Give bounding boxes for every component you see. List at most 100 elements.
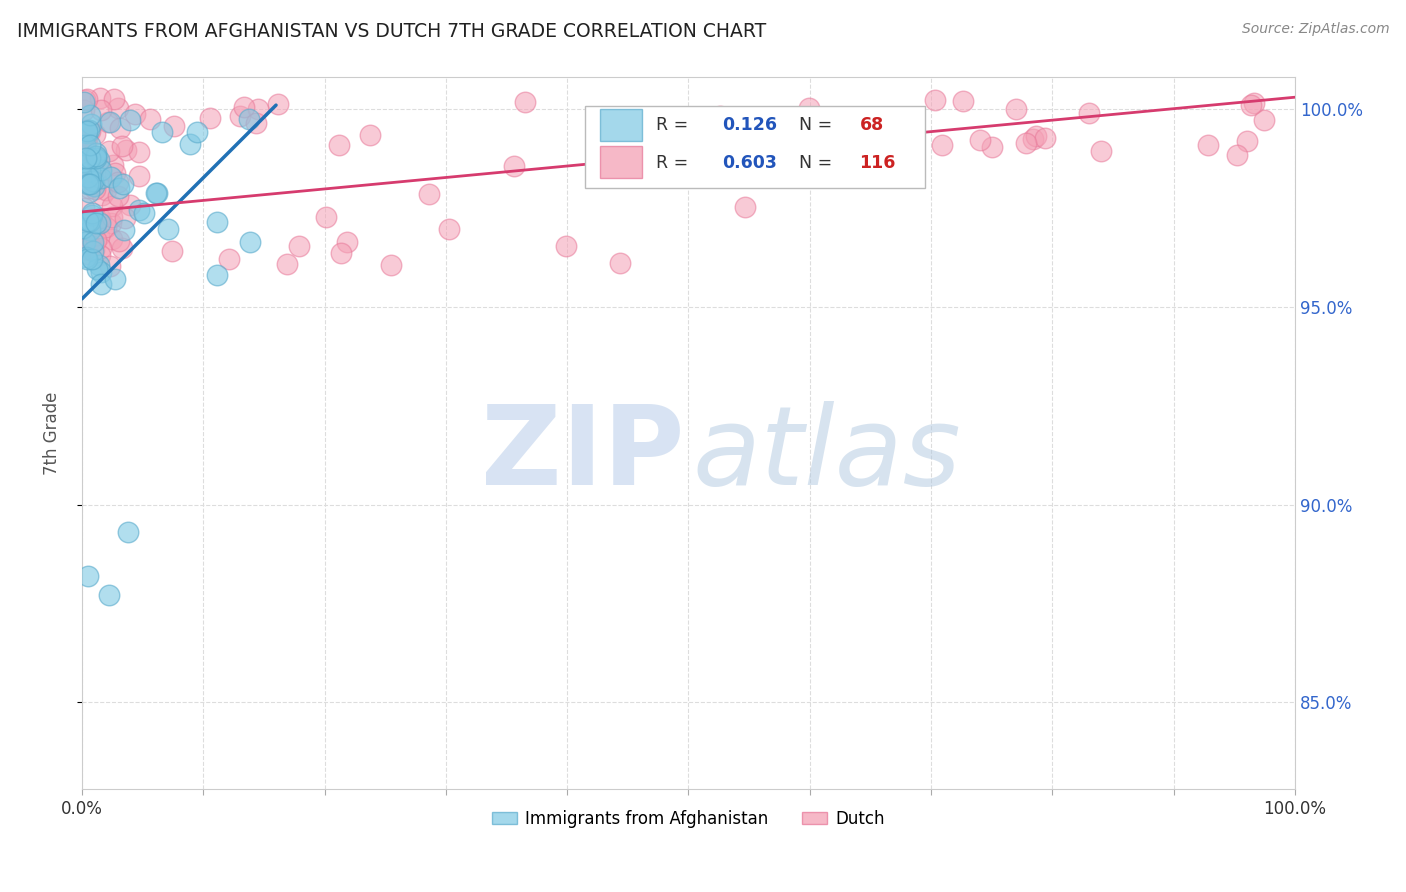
- Point: [79, 177, 101, 191]
- Point: [200, 112, 222, 126]
- Text: IMMIGRANTS FROM AFGHANISTAN VS DUTCH 7TH GRADE CORRELATION CHART: IMMIGRANTS FROM AFGHANISTAN VS DUTCH 7TH…: [17, 22, 766, 41]
- Point: [107, 181, 129, 195]
- Y-axis label: 7th Grade: 7th Grade: [44, 392, 60, 475]
- Point: [94, 183, 117, 197]
- Point: [100, 232, 122, 246]
- Point: [111, 241, 134, 255]
- Point: [75, 168, 97, 182]
- Point: [101, 158, 124, 172]
- Point: [229, 109, 252, 123]
- Point: [77, 247, 100, 261]
- Point: [101, 199, 124, 213]
- Point: [111, 139, 134, 153]
- Bar: [600, 109, 643, 141]
- Point: [76, 123, 98, 137]
- Point: [90, 103, 112, 117]
- Point: [1078, 105, 1101, 120]
- Point: [1240, 97, 1263, 112]
- Point: [84, 145, 107, 160]
- Point: [969, 133, 991, 147]
- Point: [1253, 113, 1275, 128]
- Point: [73, 148, 96, 162]
- Legend: Immigrants from Afghanistan, Dutch: Immigrants from Afghanistan, Dutch: [485, 803, 891, 834]
- Point: [814, 131, 837, 145]
- Point: [101, 210, 124, 224]
- Point: [86, 151, 108, 165]
- Point: [118, 197, 141, 211]
- Point: [1243, 96, 1265, 111]
- Point: [100, 216, 122, 230]
- Point: [267, 97, 290, 112]
- Text: N =: N =: [799, 116, 838, 134]
- Point: [288, 239, 311, 253]
- Point: [72, 137, 94, 152]
- Point: [103, 272, 125, 286]
- Point: [73, 242, 96, 256]
- Point: [90, 163, 112, 178]
- Point: [100, 169, 122, 184]
- Point: [276, 257, 298, 271]
- Point: [97, 114, 120, 128]
- Point: [128, 169, 150, 183]
- Point: [952, 94, 974, 108]
- Point: [359, 128, 381, 142]
- Point: [315, 211, 337, 225]
- Point: [75, 135, 97, 149]
- Point: [89, 161, 111, 175]
- Point: [797, 102, 820, 116]
- Point: [76, 214, 98, 228]
- Point: [79, 138, 101, 153]
- Point: [89, 211, 111, 225]
- Point: [72, 220, 94, 235]
- Point: [73, 162, 96, 177]
- Point: [79, 213, 101, 227]
- Text: N =: N =: [799, 153, 838, 171]
- Point: [79, 223, 101, 237]
- Point: [146, 186, 169, 200]
- Point: [160, 244, 183, 258]
- Text: ZIP: ZIP: [481, 401, 685, 508]
- Point: [380, 258, 402, 272]
- Point: [336, 235, 359, 249]
- Point: [82, 206, 104, 220]
- Point: [84, 216, 107, 230]
- Point: [114, 211, 136, 225]
- Point: [1236, 135, 1258, 149]
- Point: [609, 256, 631, 270]
- Point: [103, 92, 125, 106]
- Bar: [600, 146, 643, 178]
- Point: [107, 101, 129, 115]
- Point: [90, 171, 112, 186]
- Point: [77, 185, 100, 199]
- Point: [418, 187, 440, 202]
- Point: [108, 120, 131, 135]
- Point: [82, 235, 104, 250]
- FancyBboxPatch shape: [585, 106, 925, 187]
- Point: [79, 124, 101, 138]
- Point: [89, 258, 111, 272]
- Point: [75, 123, 97, 137]
- Point: [128, 202, 150, 217]
- Point: [76, 130, 98, 145]
- Point: [858, 130, 880, 145]
- Point: [72, 154, 94, 169]
- Point: [1024, 128, 1046, 143]
- Point: [79, 237, 101, 252]
- Point: [83, 178, 105, 193]
- Point: [156, 222, 179, 236]
- Point: [117, 525, 139, 540]
- Point: [132, 206, 155, 220]
- Point: [107, 234, 129, 248]
- Text: 0.603: 0.603: [723, 153, 778, 171]
- Point: [77, 155, 100, 169]
- Point: [73, 95, 96, 109]
- Point: [79, 181, 101, 195]
- Point: [89, 229, 111, 244]
- Point: [82, 156, 104, 170]
- Point: [76, 92, 98, 106]
- Point: [91, 188, 114, 202]
- Point: [1197, 138, 1219, 153]
- Point: [77, 568, 100, 582]
- Point: [903, 127, 925, 141]
- Point: [1015, 136, 1038, 150]
